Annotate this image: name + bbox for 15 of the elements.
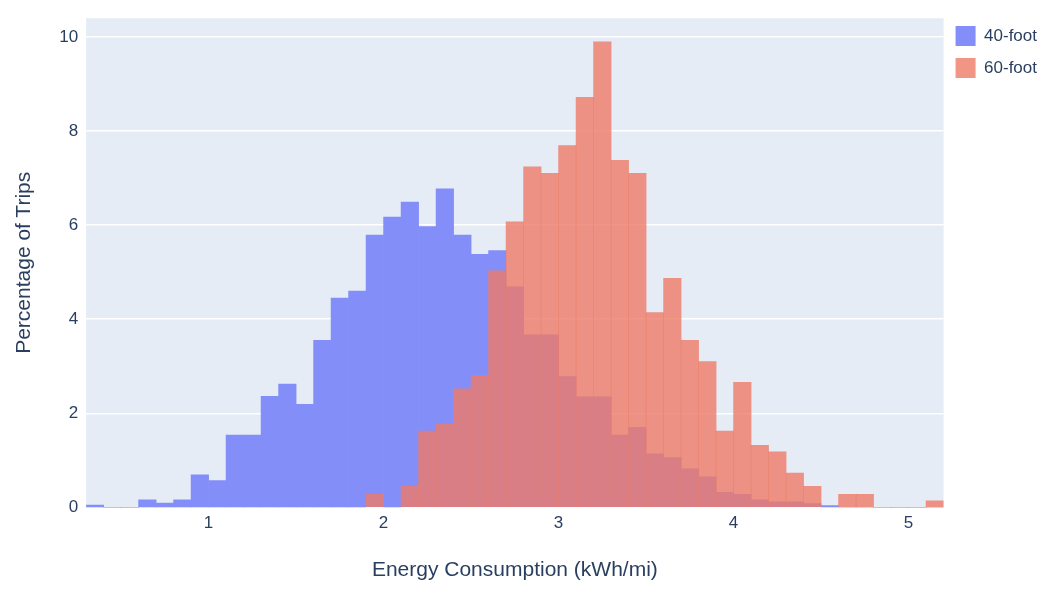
legend-label: 60-foot: [984, 57, 1038, 77]
y-tick-label: 4: [68, 308, 79, 328]
x-axis-title: Energy Consumption (kWh/mi): [371, 557, 658, 581]
y-axis-title: Percentage of Trips: [11, 171, 35, 354]
legend-label: 40-foot: [984, 25, 1038, 45]
y-tick-label: 2: [68, 403, 79, 423]
x-tick-label: 4: [728, 513, 739, 533]
x-tick-label: 1: [203, 513, 214, 533]
y-tick-label: 8: [68, 120, 79, 140]
y-tick-label: 6: [68, 214, 79, 234]
y-tick-label: 0: [68, 497, 79, 517]
x-tick-label: 5: [903, 513, 914, 533]
y-tick-label: 10: [59, 26, 79, 46]
x-tick-label: 3: [553, 513, 564, 533]
x-tick-label: 2: [378, 513, 389, 533]
